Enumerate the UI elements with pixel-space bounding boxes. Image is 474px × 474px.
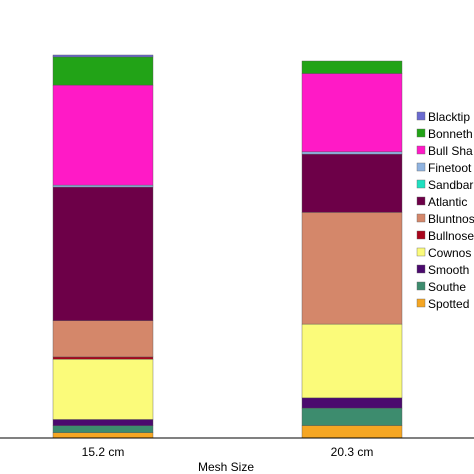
legend-swatch-8	[416, 247, 426, 257]
legend-label-11: Spotted	[428, 297, 469, 311]
legend-swatch-4	[416, 179, 426, 189]
bar-segment-bonneth-0	[52, 56, 154, 86]
legend-label-1: Bonneth	[428, 127, 473, 141]
legend-swatch-2	[416, 145, 426, 155]
bar-segment-bonneth-1	[301, 60, 403, 74]
legend-label-7: Bullnose	[428, 229, 474, 243]
bars-group	[52, 54, 403, 439]
bar-segment-bluntnose-1	[301, 212, 403, 325]
legend-swatch-9	[416, 264, 426, 274]
legend-swatch-6	[416, 213, 426, 223]
legend-label-4: Sandbar	[428, 178, 473, 192]
legend: Blacktip Bonneth Bull Sha Finetoot Sandbar At…	[416, 110, 474, 311]
bar-segment-cownose-0	[52, 359, 154, 420]
bar-segment-spotted-0	[52, 432, 154, 439]
legend-swatch-3	[416, 162, 426, 172]
legend-label-6: Bluntnos	[428, 212, 474, 226]
bar-segment-smooth-0	[52, 419, 154, 426]
bar-segment-southern-1	[301, 407, 403, 426]
bar-segment-southern-0	[52, 425, 154, 433]
bar-segment-cownose-1	[301, 323, 403, 399]
legend-swatch-0	[416, 111, 426, 121]
legend-swatch-1	[416, 128, 426, 138]
legend-swatch-10	[416, 281, 426, 291]
bar-segment-smooth-1	[301, 397, 403, 409]
x-tick-labels: 15.2 cm 20.3 cm	[82, 445, 374, 459]
bar-segment-spotted-1	[301, 425, 403, 439]
legend-swatch-11	[416, 298, 426, 308]
legend-label-5: Atlantic	[428, 195, 467, 209]
legend-label-2: Bull Sha	[428, 144, 473, 158]
legend-swatch-7	[416, 230, 426, 240]
x-tick-label-0: 15.2 cm	[82, 445, 125, 459]
bar-segment-bluntnose-0	[52, 320, 154, 358]
bar-segment-bull-sha-0	[52, 84, 154, 186]
bar-segment-finetoot-1	[301, 151, 403, 155]
legend-label-10: Southe	[428, 280, 466, 294]
bar-segment-blacktip-0	[52, 54, 154, 58]
legend-label-8: Cownos	[428, 246, 471, 260]
bar-segment-atlantic-1	[301, 153, 403, 213]
legend-swatch-5	[416, 196, 426, 206]
x-tick-label-1: 20.3 cm	[331, 445, 374, 459]
legend-label-3: Finetoot	[428, 161, 472, 175]
bar-segment-bullnose-0	[52, 356, 154, 360]
bar-segment-atlantic-0	[52, 186, 154, 321]
legend-label-9: Smooth	[428, 263, 469, 277]
legend-label-0: Blacktip	[428, 110, 470, 124]
bar-segment-finetoot-0	[52, 184, 154, 188]
x-axis-title: Mesh Size	[198, 460, 254, 474]
bar-segment-bull-sha-1	[301, 73, 403, 153]
